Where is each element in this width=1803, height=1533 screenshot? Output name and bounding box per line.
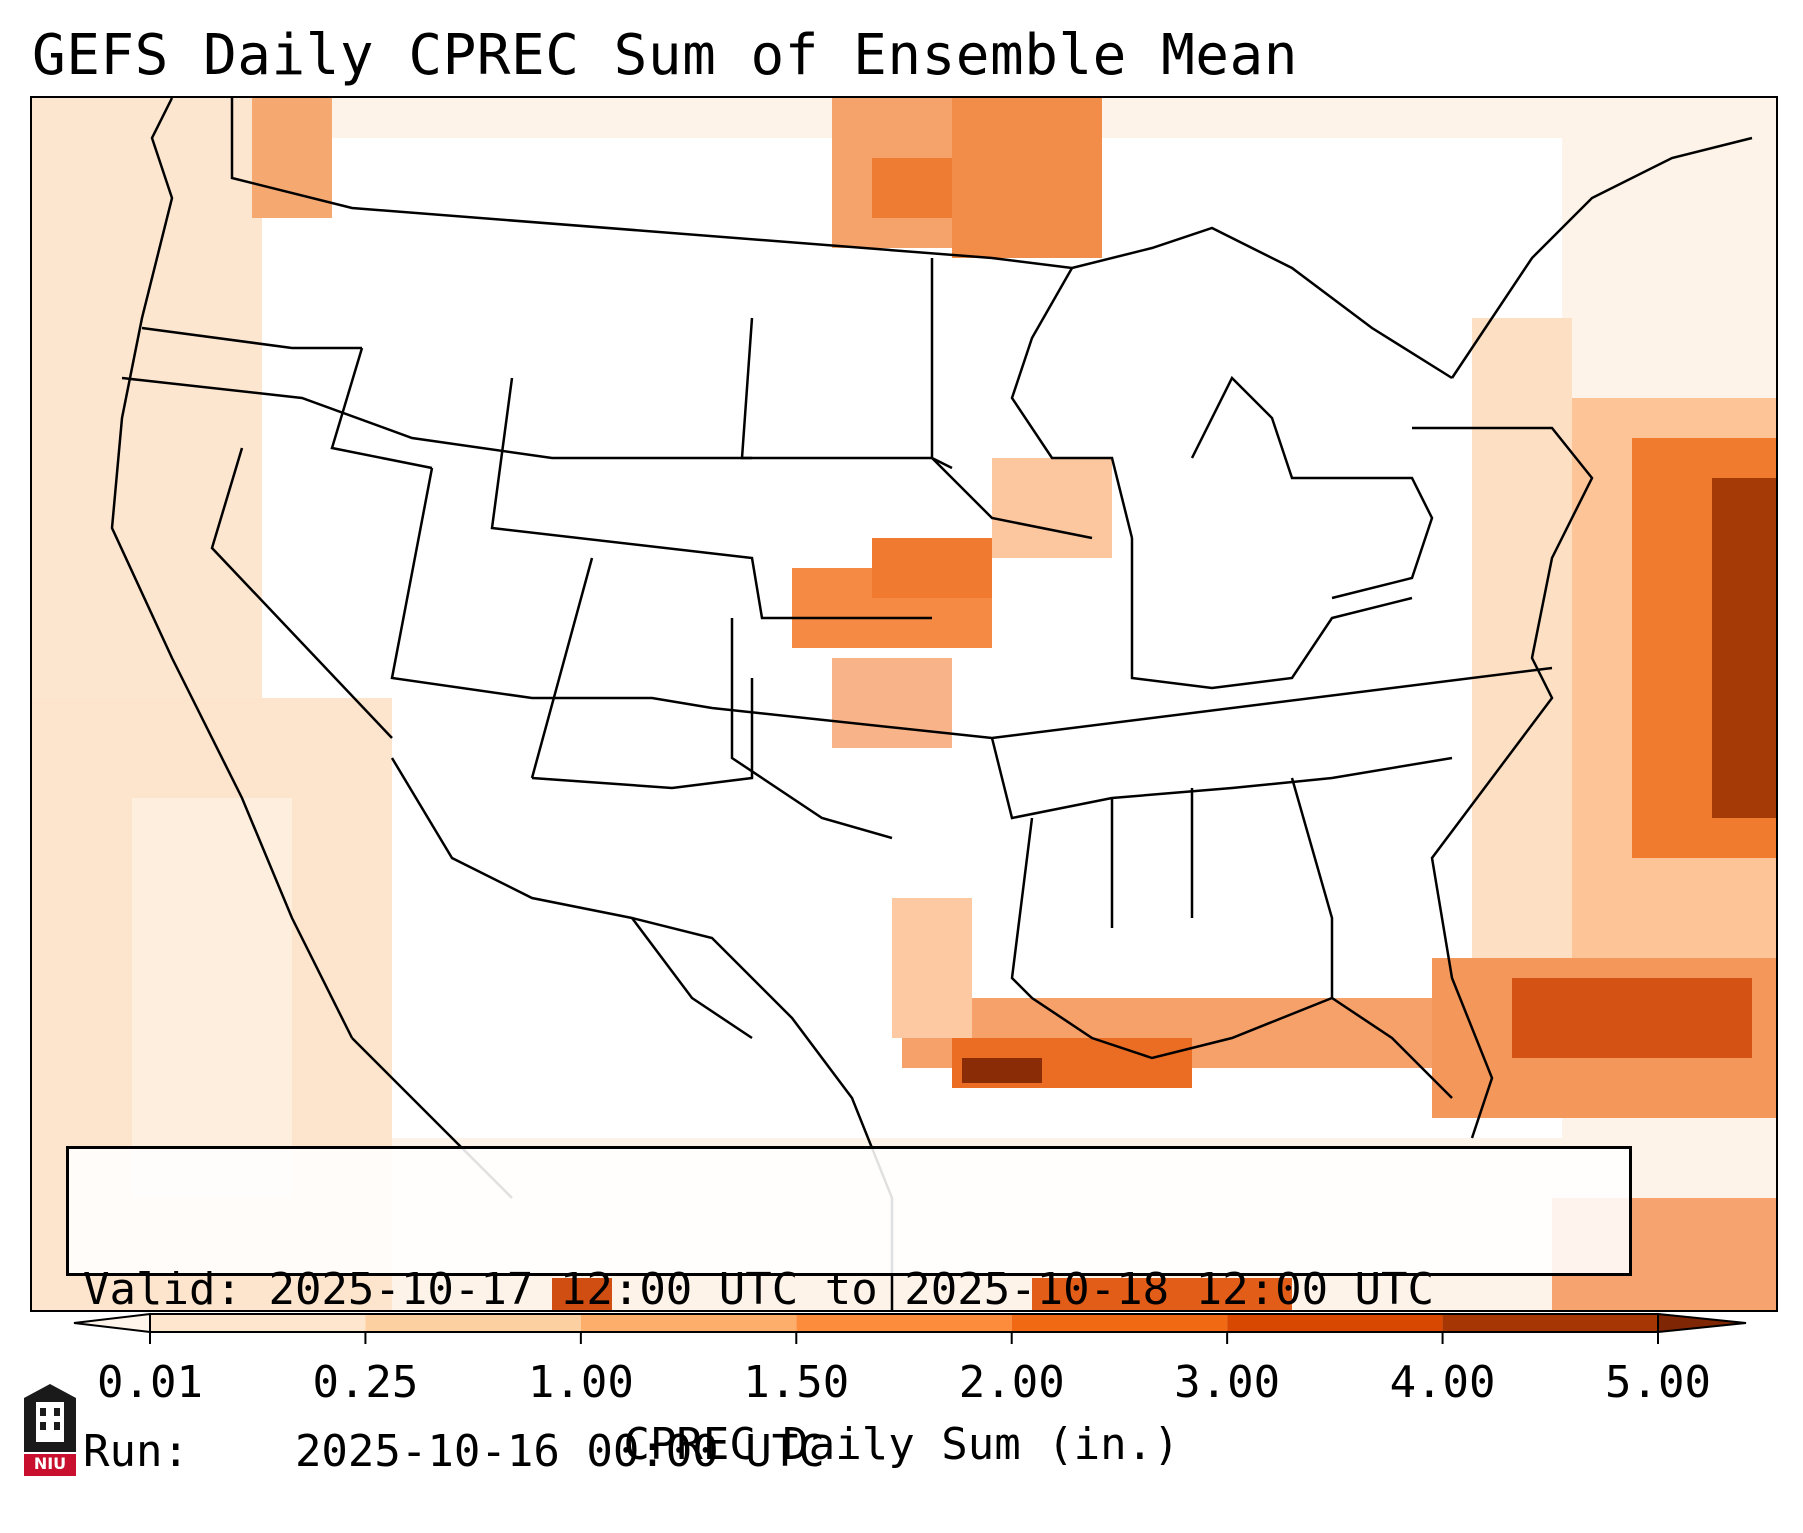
colorbar-segment [796, 1314, 1012, 1332]
colorbar-label: CPREC Daily Sum (in.) [623, 1419, 1180, 1470]
colorbar-tick-label: 5.00 [1605, 1357, 1711, 1408]
niu-logo [24, 1384, 76, 1476]
colorbar-extend-high [1657, 1312, 1747, 1334]
colorbar-tick-label: 4.00 [1389, 1357, 1496, 1408]
colorbar-segment [150, 1314, 366, 1332]
colorbar [73, 1312, 1747, 1344]
colorbar-ticks [149, 1332, 1659, 1344]
colorbar-tick-label: 0.01 [97, 1357, 203, 1408]
run-line: Run: 2025-10-16 00:00 UTC [83, 1425, 1615, 1479]
colorbar-tick-label: 0.25 [312, 1357, 419, 1408]
colorbar-segment [580, 1314, 797, 1332]
colorbar-segments [73, 1312, 1747, 1334]
validity-info-box: Valid: 2025-10-17 12:00 UTC to 2025-10-1… [66, 1146, 1632, 1477]
colorbar-segment [1227, 1314, 1443, 1332]
colorbar-tick-label: 2.00 [958, 1357, 1065, 1408]
valid-line: Valid: 2025-10-17 12:00 UTC to 2025-10-1… [83, 1263, 1615, 1317]
colorbar-tick-label: 1.50 [743, 1357, 850, 1408]
colorbar-outline [149, 1313, 1659, 1333]
run-label: Run: [83, 1426, 189, 1477]
colorbar-tick-label: 3.00 [1174, 1357, 1281, 1408]
precip-field [32, 98, 1776, 1310]
run-value: 2025-10-16 00:00 UTC [294, 1426, 825, 1477]
colorbar-segment [1011, 1314, 1228, 1332]
colorbar-segment [365, 1314, 581, 1332]
logo-text: NIU [33, 1454, 67, 1473]
political-borders [110, 98, 1753, 1310]
colorbar-tick-label: 1.00 [527, 1357, 634, 1408]
precipitation-map [30, 96, 1778, 1312]
map-title: GEFS Daily CPREC Sum of Ensemble Mean [32, 23, 1298, 88]
valid-label: Valid: [83, 1264, 242, 1315]
map-canvas [32, 98, 1776, 1310]
valid-value: 2025-10-17 12:00 UTC to 2025-10-18 12:00… [268, 1264, 1435, 1315]
colorbar-extend-low [73, 1312, 151, 1334]
colorbar-segment [1442, 1314, 1658, 1332]
